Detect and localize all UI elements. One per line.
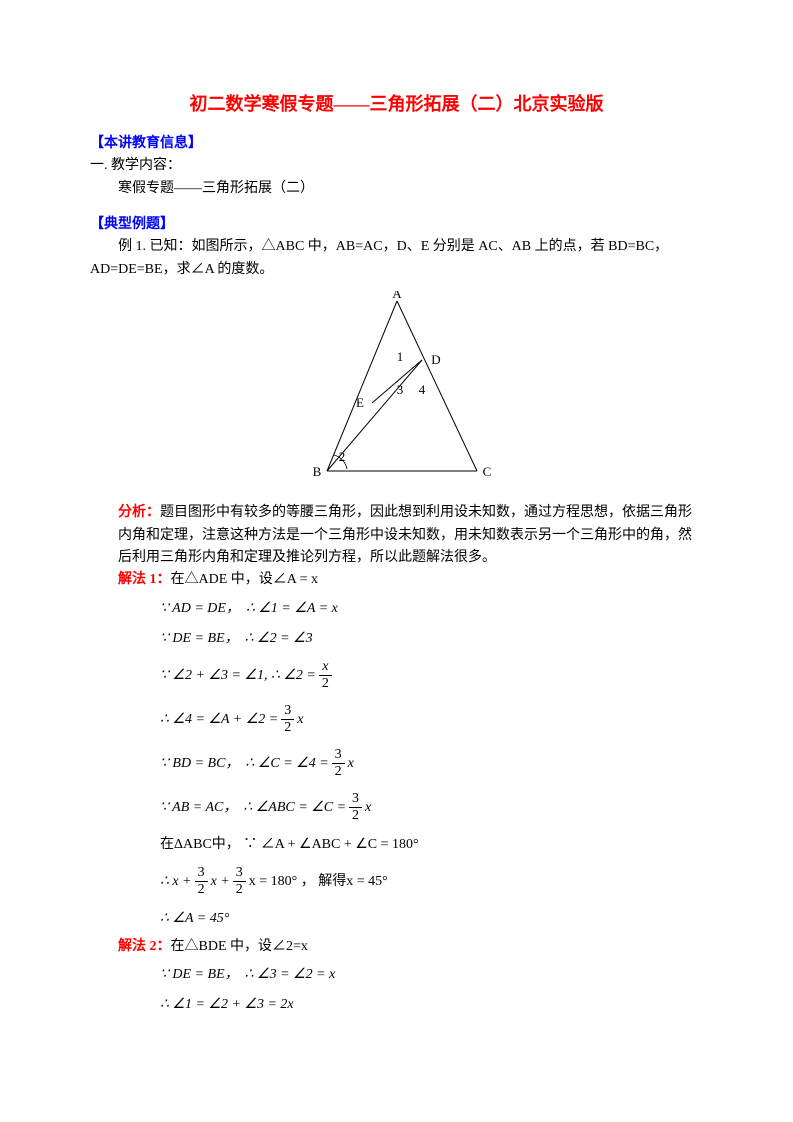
page-title: 初二数学寒假专题——三角形拓展（二）北京实验版 (90, 90, 703, 119)
analysis-block: 分析：题目图形中有较多的等腰三角形，因此想到利用设未知数，通过方程思想，依据三角… (90, 502, 703, 569)
analysis-body: 题目图形中有较多的等腰三角形，因此想到利用设未知数，通过方程思想，依据三角形内角… (118, 505, 692, 565)
sol2-label: 解法 2： (118, 939, 171, 954)
sol1-line5b: ∴ ∠C = ∠4 = (245, 753, 328, 775)
sol1-line3: ∵ ∠2 + ∠3 = ∠1, ∴ ∠2 = x2 (90, 656, 703, 696)
sol1-line9-text: ∴ ∠A = 45° (160, 908, 229, 930)
svg-text:E: E (356, 395, 364, 410)
sol1-line9: ∴ ∠A = 45° (90, 906, 703, 932)
sol2-line1b: ∴ ∠3 = ∠2 = x (245, 964, 336, 986)
sol2-intro-text: 在△BDE 中，设∠2=x (171, 939, 308, 954)
sol2-line2-text: ∴ ∠1 = ∠2 + ∠3 = 2x (160, 994, 294, 1016)
sol1-line1a: ∵ AD = DE， (160, 598, 240, 620)
sol1-line7: 在ΔABC中， ∵ ∠A + ∠ABC + ∠C = 180° (90, 832, 703, 858)
sol1-line2: ∵ DE = BE， ∴ ∠2 = ∠3 (90, 626, 703, 652)
sol2-line1a: ∵ DE = BE， (160, 964, 239, 986)
sol1-line8a: ∴ x + (160, 871, 192, 893)
svg-text:C: C (482, 464, 491, 479)
sol1-line4: ∴ ∠4 = ∠A + ∠2 = 32 x (90, 700, 703, 740)
sol1-line3a: ∵ ∠2 + ∠3 = ∠1, ∴ ∠2 = (160, 665, 316, 687)
example-body-1: 已知：如图所示，△ABC 中，AB=AC，D、E 分别是 AC、AB 上的点，若… (146, 239, 668, 254)
frac-3-over-2-d: 32 (195, 866, 208, 897)
triangle-figure: ABCDE1234 (90, 291, 703, 486)
sol1-line2a: ∵ DE = BE， (160, 628, 239, 650)
frac-3-over-2-c: 32 (349, 792, 362, 823)
svg-text:3: 3 (396, 382, 403, 397)
svg-text:A: A (392, 291, 402, 301)
sol2-line1: ∵ DE = BE， ∴ ∠3 = ∠2 = x (90, 962, 703, 988)
sol1-line7-text: 在ΔABC中， ∵ ∠A + ∠ABC + ∠C = 180° (160, 834, 419, 856)
teaching-content-label: 一. 教学内容： (90, 155, 703, 177)
section2-heading: 【典型例题】 (90, 214, 703, 236)
sol1-line1: ∵ AD = DE， ∴ ∠1 = ∠A = x (90, 596, 703, 622)
frac-3-over-2-e: 32 (233, 866, 246, 897)
sol1-line6b: ∴ ∠ABC = ∠C = (243, 797, 346, 819)
sol1-line8b: x + (211, 871, 230, 893)
teaching-content-text: 寒假专题——三角形拓展（二） (90, 178, 703, 200)
section1-heading: 【本讲教育信息】 (90, 133, 703, 155)
sol1-line8: ∴ x + 32 x + 32 x = 180° ， 解得x = 45° (90, 862, 703, 902)
svg-text:B: B (312, 464, 321, 479)
example-text: 例 1. 已知：如图所示，△ABC 中，AB=AC，D、E 分别是 AC、AB … (90, 236, 703, 258)
example-prefix: 例 1. (118, 239, 146, 254)
sol1-intro-text: 在△ADE 中，设∠A = x (171, 572, 319, 587)
solution2-intro: 解法 2：在△BDE 中，设∠2=x (90, 936, 703, 958)
svg-text:D: D (431, 352, 440, 367)
sol1-line6a: ∵ AB = AC， (160, 797, 237, 819)
sol1-line8c: x = 180° ， 解得x = 45° (249, 871, 388, 893)
analysis-prefix: 分析： (118, 505, 160, 520)
svg-text:1: 1 (396, 349, 403, 364)
sol1-line2b: ∴ ∠2 = ∠3 (245, 628, 313, 650)
example-body-2: AD=DE=BE，求∠A 的度数。 (90, 259, 703, 281)
frac-3-over-2-a: 32 (281, 704, 294, 735)
sol1-line5: ∵ BD = BC，∴ ∠C = ∠4 = 32 x (90, 744, 703, 784)
sol2-line2: ∴ ∠1 = ∠2 + ∠3 = 2x (90, 992, 703, 1018)
frac-x-over-2: x2 (319, 660, 332, 691)
triangle-svg: ABCDE1234 (282, 291, 512, 486)
solution1-intro: 解法 1：在△ADE 中，设∠A = x (90, 569, 703, 591)
sol1-line1b: ∴ ∠1 = ∠A = x (246, 598, 338, 620)
sol1-intro-inner: 在△ADE 中，设∠A = x (171, 572, 319, 587)
sol1-line6: ∵ AB = AC，∴ ∠ABC = ∠C = 32 x (90, 788, 703, 828)
sol1-line4a: ∴ ∠4 = ∠A + ∠2 = (160, 709, 278, 731)
svg-text:4: 4 (418, 382, 425, 397)
sol1-line5a: ∵ BD = BC， (160, 753, 239, 775)
sol1-label: 解法 1： (118, 572, 171, 587)
frac-3-over-2-b: 32 (332, 748, 345, 779)
